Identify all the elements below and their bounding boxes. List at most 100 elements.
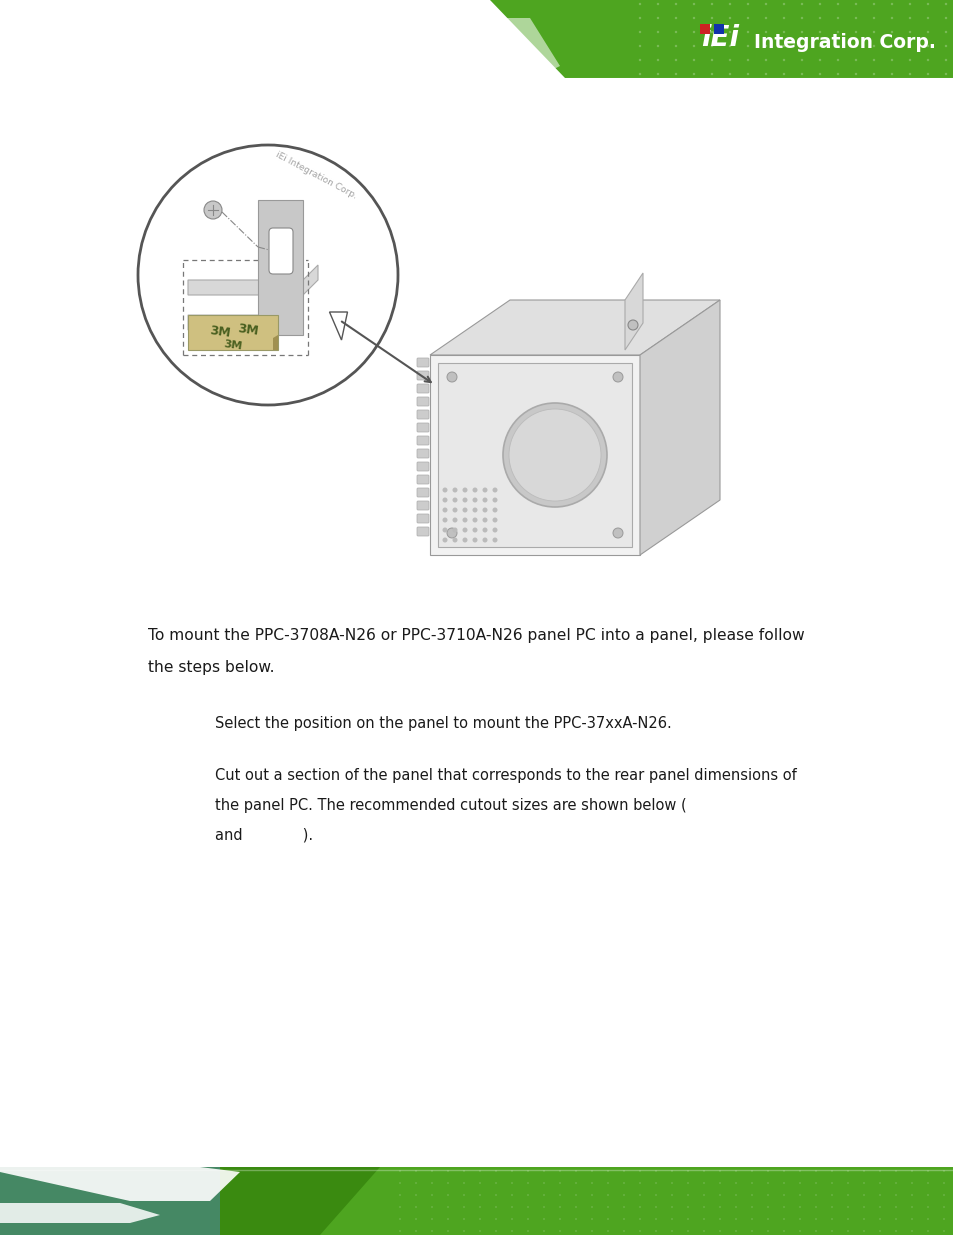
Circle shape [431, 1218, 433, 1220]
Circle shape [686, 1207, 688, 1208]
Circle shape [814, 1218, 816, 1220]
Circle shape [526, 1170, 529, 1172]
Bar [713, 23, 723, 35]
Circle shape [854, 31, 857, 33]
Circle shape [862, 1194, 864, 1195]
Circle shape [639, 2, 640, 5]
Text: 3M: 3M [223, 338, 243, 351]
Circle shape [442, 537, 447, 542]
Polygon shape [0, 1167, 240, 1200]
Circle shape [750, 1207, 752, 1208]
Circle shape [670, 1182, 672, 1184]
Circle shape [728, 73, 730, 75]
Circle shape [558, 1182, 560, 1184]
Circle shape [782, 1194, 784, 1195]
Text: 3M: 3M [236, 322, 259, 338]
Circle shape [495, 1218, 497, 1220]
Circle shape [482, 488, 487, 493]
Circle shape [462, 527, 467, 532]
Circle shape [674, 31, 677, 33]
Circle shape [462, 517, 467, 522]
Circle shape [854, 44, 857, 47]
Circle shape [622, 1230, 624, 1233]
Circle shape [782, 2, 784, 5]
Circle shape [854, 59, 857, 62]
Circle shape [542, 1218, 544, 1220]
Circle shape [670, 1230, 672, 1233]
Circle shape [925, 2, 928, 5]
Circle shape [558, 1230, 560, 1233]
Circle shape [495, 1170, 497, 1172]
Text: iEi: iEi [700, 23, 739, 52]
Circle shape [782, 31, 784, 33]
FancyBboxPatch shape [416, 475, 429, 484]
Circle shape [492, 537, 497, 542]
Polygon shape [430, 354, 639, 555]
Circle shape [656, 59, 659, 62]
Circle shape [478, 1207, 480, 1208]
Circle shape [542, 1194, 544, 1195]
Circle shape [910, 1218, 912, 1220]
Circle shape [542, 1207, 544, 1208]
Circle shape [478, 1194, 480, 1195]
Circle shape [878, 1170, 880, 1172]
Circle shape [719, 1230, 720, 1233]
Circle shape [710, 31, 713, 33]
Circle shape [702, 1182, 704, 1184]
Circle shape [590, 1170, 593, 1172]
Circle shape [942, 1194, 944, 1195]
Circle shape [478, 1230, 480, 1233]
Circle shape [800, 2, 802, 5]
Circle shape [558, 1194, 560, 1195]
Circle shape [702, 1218, 704, 1220]
Circle shape [710, 17, 713, 20]
Circle shape [492, 517, 497, 522]
Circle shape [836, 59, 839, 62]
Circle shape [782, 44, 784, 47]
Circle shape [590, 1207, 593, 1208]
Circle shape [782, 17, 784, 20]
Circle shape [558, 1218, 560, 1220]
Circle shape [542, 1182, 544, 1184]
Circle shape [639, 1194, 640, 1195]
Circle shape [472, 527, 477, 532]
Circle shape [728, 2, 730, 5]
Circle shape [836, 2, 839, 5]
Circle shape [670, 1194, 672, 1195]
Circle shape [846, 1218, 848, 1220]
Circle shape [766, 1170, 768, 1172]
Circle shape [482, 517, 487, 522]
Text: Cut out a section of the panel that corresponds to the rear panel dimensions of: Cut out a section of the panel that corr… [214, 768, 796, 783]
FancyBboxPatch shape [0, 78, 953, 1167]
Circle shape [878, 1218, 880, 1220]
Circle shape [862, 1207, 864, 1208]
Circle shape [854, 17, 857, 20]
Circle shape [764, 2, 766, 5]
Circle shape [908, 17, 910, 20]
Circle shape [511, 1182, 513, 1184]
Circle shape [462, 1218, 464, 1220]
Circle shape [830, 1218, 832, 1220]
FancyBboxPatch shape [416, 424, 429, 432]
Circle shape [526, 1207, 529, 1208]
Circle shape [692, 59, 695, 62]
Polygon shape [257, 200, 303, 335]
Circle shape [878, 1194, 880, 1195]
Circle shape [836, 17, 839, 20]
FancyBboxPatch shape [416, 527, 429, 536]
Circle shape [800, 44, 802, 47]
Circle shape [511, 1230, 513, 1233]
Circle shape [472, 517, 477, 522]
Circle shape [764, 59, 766, 62]
Circle shape [910, 1170, 912, 1172]
Circle shape [447, 1218, 449, 1220]
Circle shape [766, 1194, 768, 1195]
Circle shape [452, 537, 457, 542]
Circle shape [462, 1230, 464, 1233]
Circle shape [492, 488, 497, 493]
Circle shape [818, 44, 821, 47]
Circle shape [926, 1194, 928, 1195]
Text: the panel PC. The recommended cutout sizes are shown below (: the panel PC. The recommended cutout siz… [214, 798, 686, 813]
Circle shape [495, 1207, 497, 1208]
Circle shape [710, 73, 713, 75]
